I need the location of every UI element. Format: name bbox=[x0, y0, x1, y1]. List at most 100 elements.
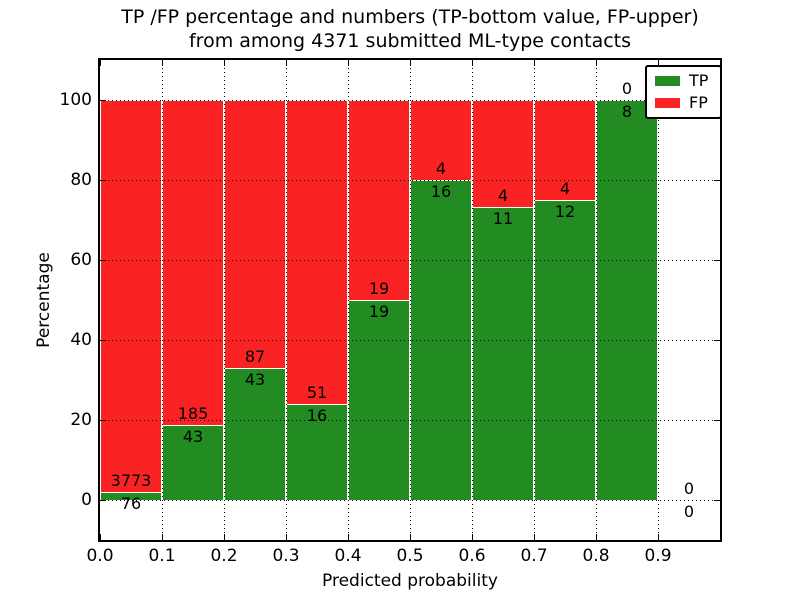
fp-count-label: 4 bbox=[435, 159, 447, 178]
y-axis-tick bbox=[100, 420, 106, 421]
x-axis-tick bbox=[410, 534, 411, 540]
grid-line-v bbox=[410, 60, 411, 540]
tp-legend-label: TP bbox=[689, 71, 709, 90]
y-axis-tick bbox=[100, 100, 106, 101]
x-axis-tick bbox=[286, 60, 287, 66]
legend: TP FP bbox=[645, 65, 722, 119]
fp-bar bbox=[472, 100, 534, 207]
y-axis-tick bbox=[714, 260, 720, 261]
tp-count-label: 76 bbox=[120, 494, 142, 514]
x-axis-tick bbox=[534, 534, 535, 540]
chart-title-line1: TP /FP percentage and numbers (TP-bottom… bbox=[121, 6, 699, 28]
x-axis-tick bbox=[596, 534, 597, 540]
x-axis-tick bbox=[596, 60, 597, 66]
x-axis-tick bbox=[472, 534, 473, 540]
x-axis-tick bbox=[224, 60, 225, 66]
y-tick-label: 100 bbox=[59, 90, 92, 110]
y-axis-tick bbox=[100, 260, 106, 261]
y-axis-tick bbox=[100, 180, 106, 181]
x-tick-label: 0.1 bbox=[148, 546, 176, 566]
fp-count-label: 4 bbox=[497, 185, 509, 205]
fp-bar bbox=[100, 100, 162, 493]
y-tick-label: 60 bbox=[70, 250, 92, 270]
tp-bar bbox=[224, 367, 286, 500]
y-tick-label: 0 bbox=[81, 490, 92, 510]
fp-bar bbox=[348, 100, 410, 300]
x-axis-tick bbox=[472, 60, 473, 66]
x-tick-label: 0.5 bbox=[396, 546, 424, 566]
x-axis-tick bbox=[348, 534, 349, 540]
legend-item-fp: FP bbox=[655, 95, 712, 111]
fp-legend-swatch bbox=[655, 98, 680, 108]
legend-item-tp: TP bbox=[655, 73, 712, 89]
tp-count-label: 19 bbox=[368, 302, 390, 321]
fp-bar bbox=[286, 100, 348, 405]
tp-count-label: 0 bbox=[683, 502, 695, 521]
x-tick-label: 0.7 bbox=[520, 546, 548, 566]
x-axis-tick bbox=[658, 60, 659, 66]
x-axis-tick bbox=[224, 534, 225, 540]
x-axis-tick bbox=[410, 60, 411, 66]
fp-bar bbox=[410, 100, 472, 180]
fp-count-label: 19 bbox=[368, 279, 390, 298]
fp-bar bbox=[224, 100, 286, 368]
grid-line-v bbox=[596, 60, 597, 540]
x-axis-tick bbox=[534, 60, 535, 66]
grid-line-v bbox=[658, 60, 659, 540]
chart-title-line2: from among 4371 submitted ML-type contac… bbox=[188, 30, 632, 52]
y-axis-tick bbox=[714, 500, 720, 501]
fp-count-label: 0 bbox=[621, 79, 633, 98]
grid-line-v bbox=[162, 60, 163, 540]
x-axis-tick bbox=[286, 534, 287, 540]
tp-count-label: 43 bbox=[182, 426, 204, 446]
chart-title: TP /FP percentage and numbers (TP-bottom… bbox=[100, 5, 720, 53]
grid-line-v bbox=[348, 60, 349, 540]
x-tick-label: 0.0 bbox=[86, 546, 114, 566]
fp-count-label: 51 bbox=[306, 383, 328, 403]
y-axis-tick bbox=[714, 340, 720, 341]
x-tick-label: 0.2 bbox=[210, 546, 238, 566]
grid-line-v bbox=[286, 60, 287, 540]
fp-legend-label: FP bbox=[689, 93, 708, 112]
grid-line-v bbox=[472, 60, 473, 540]
tp-count-label: 16 bbox=[306, 406, 328, 426]
y-axis-tick bbox=[714, 180, 720, 181]
fp-count-label: 185 bbox=[177, 403, 209, 423]
x-tick-label: 0.6 bbox=[458, 546, 486, 566]
x-tick-label: 0.4 bbox=[334, 546, 362, 566]
fp-count-label: 4 bbox=[559, 179, 571, 198]
y-tick-label: 40 bbox=[70, 330, 92, 350]
x-axis-tick bbox=[658, 534, 659, 540]
tp-bar bbox=[472, 206, 534, 500]
tp-bar bbox=[162, 424, 224, 500]
x-axis-label: Predicted probability bbox=[322, 571, 498, 591]
tp-bar bbox=[596, 100, 658, 500]
y-tick-label: 80 bbox=[70, 170, 92, 190]
x-axis-tick bbox=[162, 60, 163, 66]
fp-count-label: 0 bbox=[683, 479, 695, 498]
tp-count-label: 16 bbox=[430, 182, 452, 201]
x-tick-label: 0.3 bbox=[272, 546, 300, 566]
x-axis-tick bbox=[348, 60, 349, 66]
tp-bar bbox=[348, 300, 410, 500]
y-tick-label: 20 bbox=[70, 410, 92, 430]
x-tick-label: 0.8 bbox=[582, 546, 610, 566]
y-axis-tick bbox=[714, 420, 720, 421]
grid-line-v bbox=[224, 60, 225, 540]
tp-count-label: 11 bbox=[492, 208, 514, 228]
tp-legend-swatch bbox=[655, 76, 680, 86]
y-axis-tick bbox=[100, 340, 106, 341]
plot-area: TP FP 3773 76 185 43 87 43 51 16 19 19 4 16 4 11 4 12 0 8… bbox=[98, 58, 722, 542]
tp-bar bbox=[534, 200, 596, 500]
grid-line-v bbox=[534, 60, 535, 540]
fp-count-label: 3773 bbox=[110, 471, 152, 491]
tp-count-label: 43 bbox=[244, 369, 266, 389]
fp-bar bbox=[162, 100, 224, 425]
tp-count-label: 8 bbox=[621, 102, 633, 121]
tp-bar bbox=[100, 492, 162, 500]
x-tick-label: 0.9 bbox=[644, 546, 672, 566]
fp-count-label: 87 bbox=[244, 346, 266, 366]
x-axis-tick bbox=[162, 534, 163, 540]
tp-count-label: 12 bbox=[554, 202, 576, 221]
